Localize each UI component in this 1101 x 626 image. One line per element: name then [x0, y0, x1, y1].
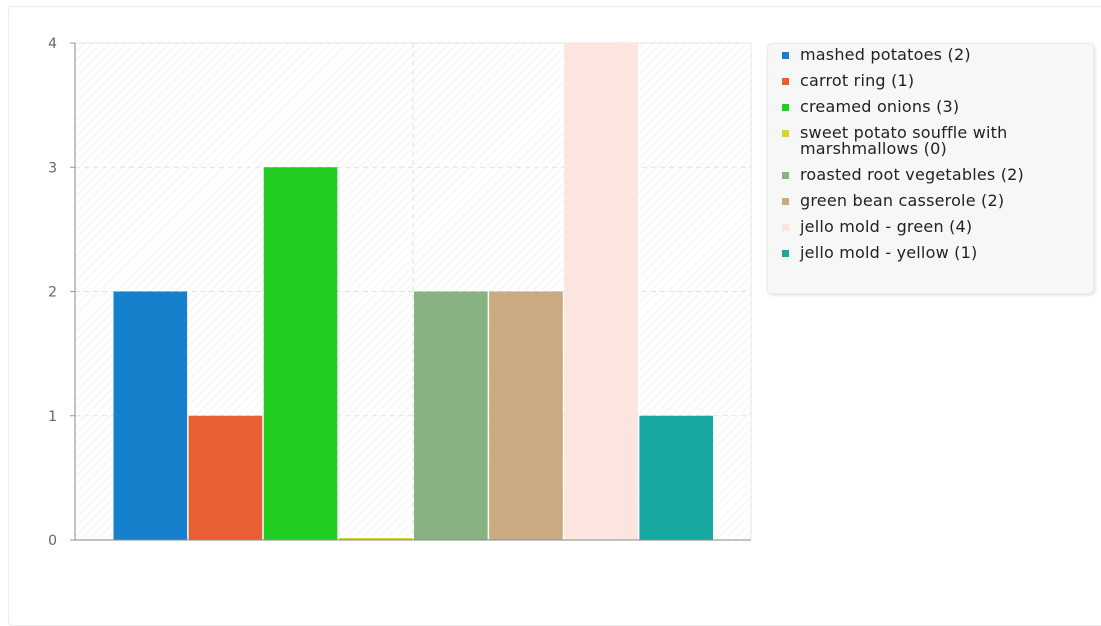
- legend-item[interactable]: roasted root vegetables (2): [768, 167, 1093, 183]
- bar-chart: 0 1 2 3 4: [48, 36, 752, 549]
- y-tick-label: 4: [48, 36, 57, 52]
- legend-swatch: [782, 224, 789, 231]
- bar-creamed-onions-3: [263, 167, 338, 540]
- y-tick-label: 2: [48, 285, 57, 301]
- legend-label: jello mold - yellow (1): [800, 243, 978, 262]
- bar-jello-mold-yellow-1: [639, 415, 713, 540]
- legend-item[interactable]: creamed onions (3): [768, 99, 1093, 115]
- legend-swatch: [782, 52, 789, 59]
- y-tick-label: 3: [48, 160, 57, 176]
- legend-swatch: [782, 250, 789, 257]
- legend-item[interactable]: jello mold - green (4): [768, 219, 1093, 235]
- chart-legend: mashed potatoes (2) carrot ring (1) creame…: [767, 43, 1094, 294]
- legend-swatch: [782, 104, 789, 111]
- legend-label: creamed onions (3): [800, 97, 960, 116]
- bar-green-bean-casserole-2: [489, 291, 563, 540]
- y-tick-label: 1: [48, 409, 57, 425]
- legend-item[interactable]: mashed potatoes (2): [768, 47, 1093, 63]
- legend-label: roasted root vegetables (2): [800, 165, 1025, 184]
- y-tick-label: 0: [48, 533, 57, 549]
- legend-item[interactable]: jello mold - yellow (1): [768, 245, 1093, 261]
- bar-jello-mold-green-4: [564, 43, 638, 540]
- legend-label: mashed potatoes (2): [800, 45, 971, 64]
- legend-swatch: [782, 198, 789, 205]
- legend-label: green bean casserole (2): [800, 191, 1005, 210]
- legend-item[interactable]: carrot ring (1): [768, 73, 1093, 89]
- legend-swatch: [782, 78, 789, 85]
- legend-label: carrot ring (1): [800, 71, 915, 90]
- bar-mashed-potatoes-2: [113, 291, 188, 540]
- legend-label: jello mold - green (4): [800, 217, 973, 236]
- legend-swatch: [782, 130, 789, 137]
- legend-swatch: [782, 172, 789, 179]
- bar-sweet-potato-souffle-with-marshmallows-0: [338, 538, 413, 540]
- legend-label: sweet potato souffle with marshmallows (…: [800, 123, 1008, 158]
- legend-item[interactable]: green bean casserole (2): [768, 193, 1093, 209]
- bar-carrot-ring-1: [188, 415, 263, 540]
- bar-roasted-root-vegetables-2: [414, 291, 488, 540]
- legend-item[interactable]: sweet potato souffle with marshmallows (…: [768, 125, 1093, 157]
